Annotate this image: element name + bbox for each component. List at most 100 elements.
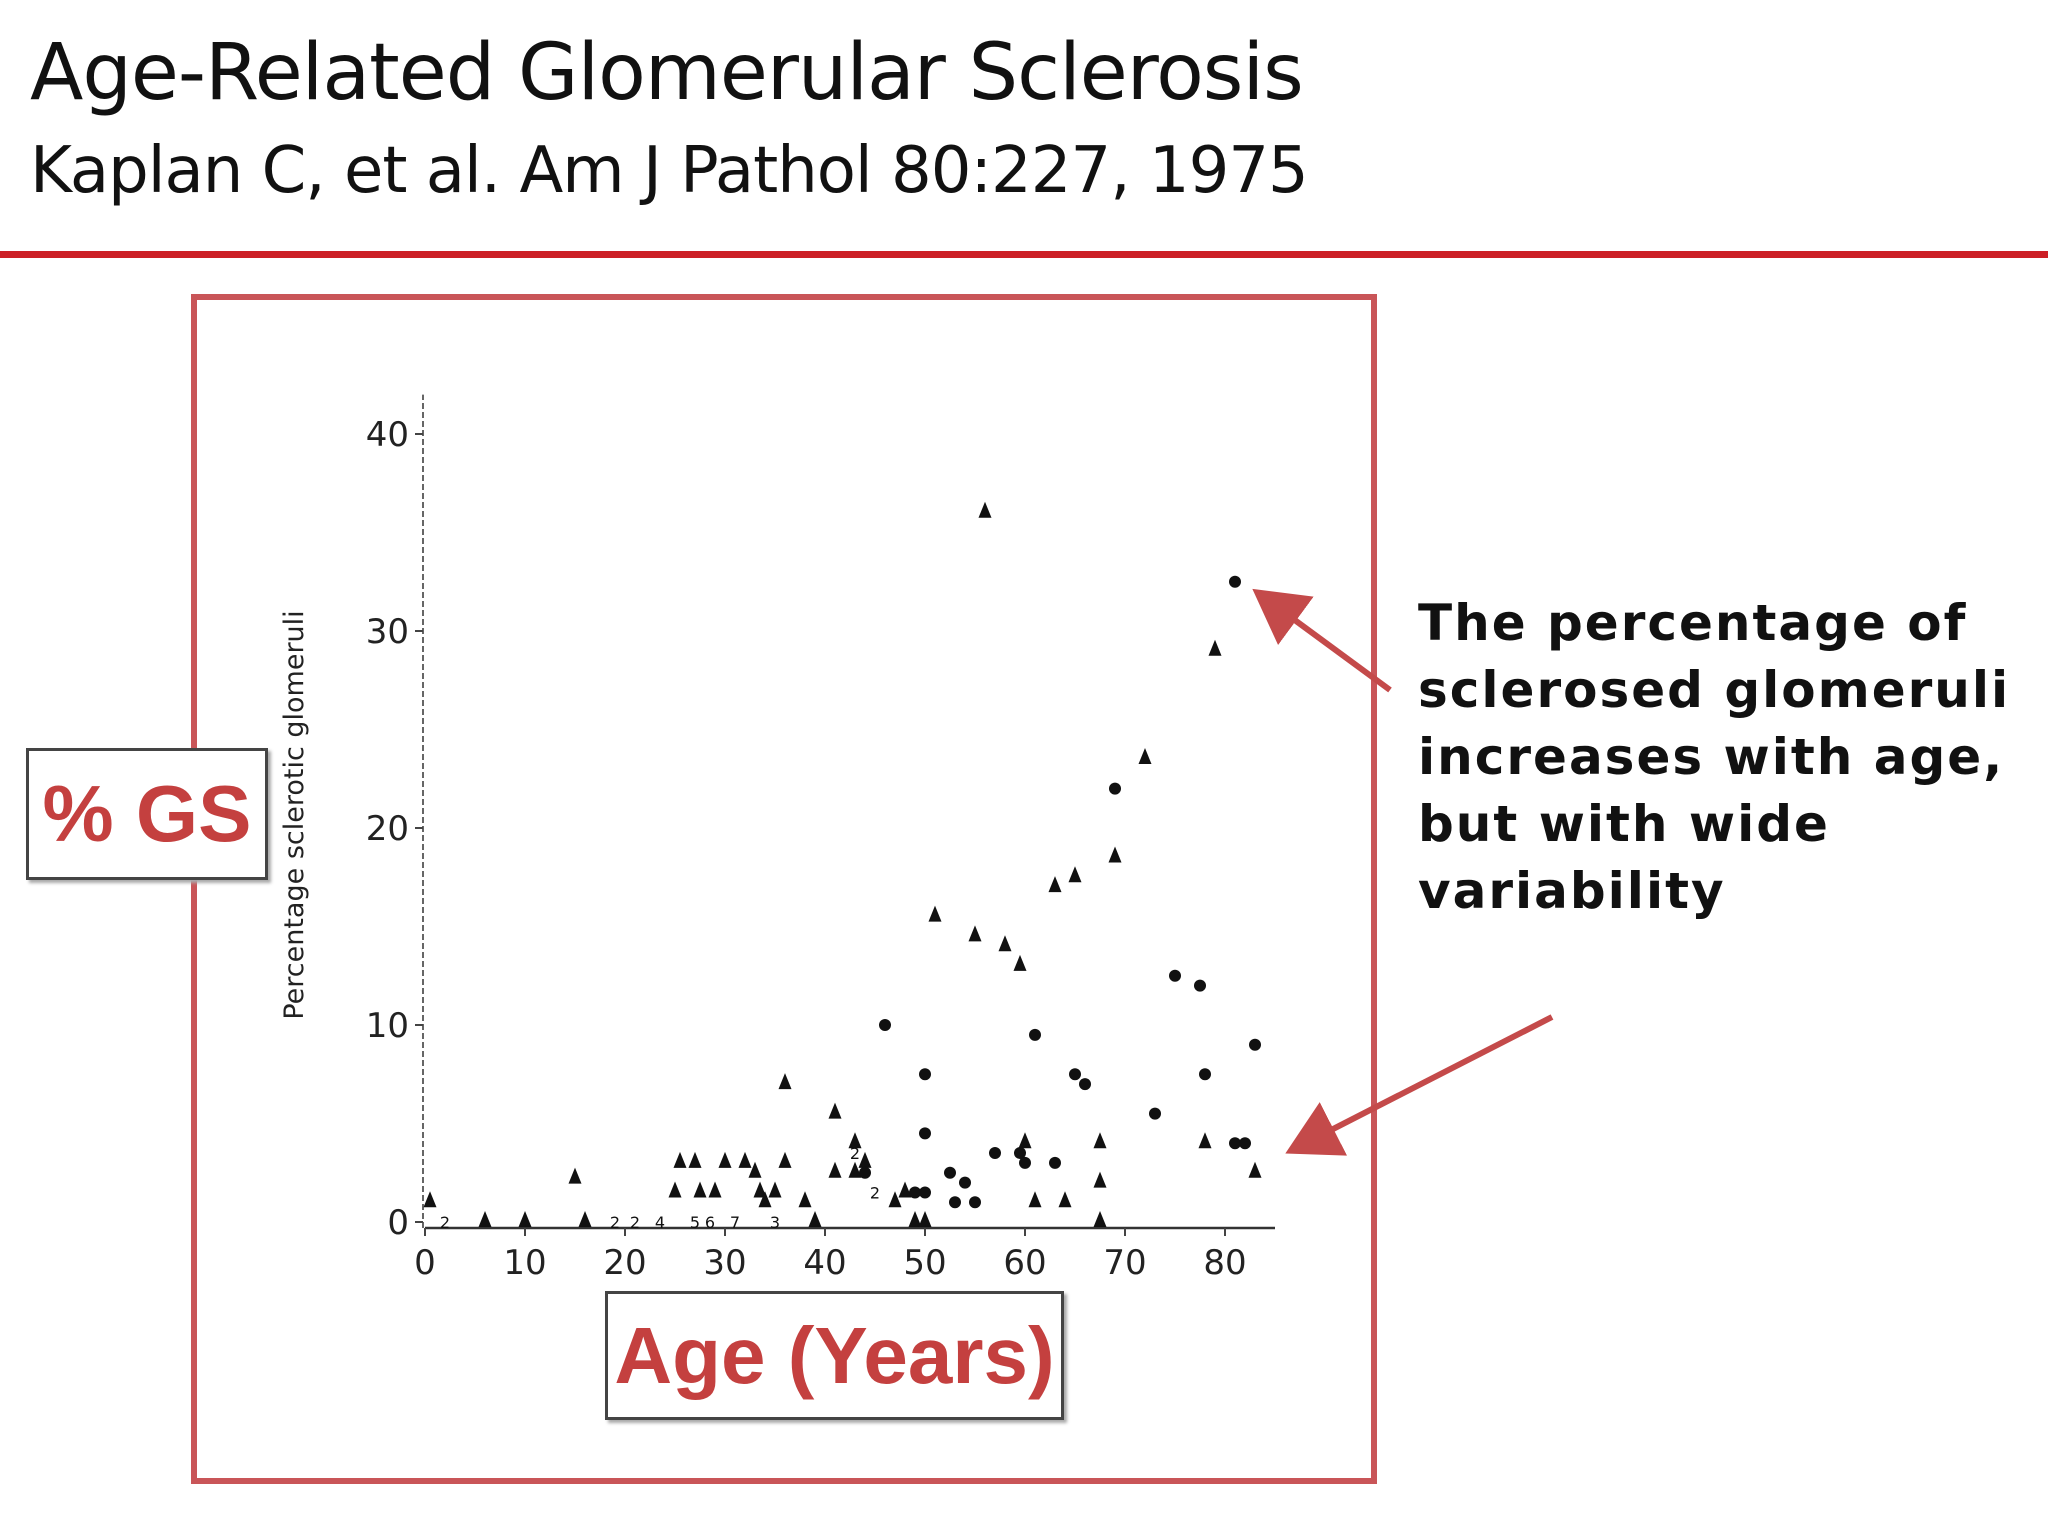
circle-point (1049, 1156, 1061, 1169)
x-tick-label: 10 (503, 1243, 546, 1283)
y-tick-label: 40 (366, 415, 409, 455)
circle-point (1149, 1107, 1161, 1120)
count-label-point: 4 (655, 1213, 665, 1232)
y-tick-label: 10 (366, 1006, 409, 1046)
gs-axis-callout: % GS (26, 748, 268, 880)
x-tick-label: 80 (1203, 1243, 1246, 1283)
triangle-point (753, 1181, 767, 1198)
age-axis-callout: Age (Years) (605, 1291, 1064, 1420)
triangle-point (778, 1151, 792, 1168)
triangle-point (858, 1151, 872, 1168)
circle-point (919, 1127, 931, 1140)
annotation-line: The percentage of (1418, 594, 1968, 652)
triangle-point (898, 1181, 912, 1198)
count-label-point: 2 (440, 1213, 450, 1232)
count-label-point: 7 (730, 1213, 740, 1232)
circle-point (919, 1068, 931, 1081)
circle-point (1014, 1147, 1026, 1160)
triangle-point (1093, 1211, 1107, 1227)
x-tick-label: 60 (1003, 1243, 1046, 1283)
triangle-point (748, 1161, 762, 1178)
count-label-point: 2 (630, 1213, 640, 1232)
x-tick-label: 0 (414, 1243, 436, 1283)
triangle-point (828, 1161, 842, 1178)
triangle-point (1138, 748, 1152, 765)
triangle-point (568, 1167, 582, 1184)
triangle-point (708, 1181, 722, 1198)
annotation-line: but with wide (1418, 795, 1830, 853)
triangle-point (668, 1181, 682, 1198)
x-tick-label: 70 (1103, 1243, 1146, 1283)
circle-point (944, 1166, 956, 1179)
triangle-point (478, 1211, 492, 1227)
x-tick-label: 30 (703, 1243, 746, 1283)
count-label-point: 6 (705, 1213, 715, 1232)
circle-point (1169, 969, 1181, 982)
x-tick-label: 50 (903, 1243, 946, 1283)
circle-point (1194, 979, 1206, 992)
triangle-point (798, 1191, 812, 1208)
count-label-point: 3 (770, 1213, 780, 1232)
circle-point (1029, 1028, 1041, 1041)
circle-point (1229, 575, 1241, 588)
triangle-point (968, 925, 982, 942)
y-axis-label: Percentage sclerotic glomeruli (279, 610, 310, 1019)
circle-point (989, 1147, 1001, 1160)
y-tick-label: 0 (387, 1203, 409, 1243)
triangle-point (578, 1211, 592, 1227)
circle-point (969, 1196, 981, 1209)
x-tick-label: 40 (803, 1243, 846, 1283)
triangle-point (908, 1211, 922, 1227)
triangle-point (423, 1191, 437, 1208)
triangle-point (978, 501, 992, 518)
triangle-point (848, 1161, 862, 1178)
triangle-point (1198, 1132, 1212, 1149)
circle-point (1239, 1137, 1251, 1150)
circle-point (909, 1186, 921, 1199)
triangle-point (518, 1211, 532, 1227)
circle-point (1069, 1068, 1081, 1081)
slide-title: Age-Related Glomerular Sclerosis (30, 28, 1304, 118)
annotation-text: The percentage of sclerosed glomeruli in… (1418, 590, 2018, 925)
count-label-point: 5 (690, 1213, 700, 1232)
triangle-point (808, 1211, 822, 1227)
annotation-line: sclerosed glomeruli (1418, 661, 2011, 719)
triangle-point (693, 1181, 707, 1198)
circle-point (1199, 1068, 1211, 1081)
triangle-point (848, 1132, 862, 1149)
triangle-point (1028, 1191, 1042, 1208)
triangle-point (1093, 1171, 1107, 1188)
triangle-point (688, 1151, 702, 1168)
count-label-point: 2 (610, 1213, 620, 1232)
circle-point (1019, 1156, 1031, 1169)
y-tick-label: 30 (366, 612, 409, 652)
chart-frame (191, 294, 1377, 1484)
triangle-point (1248, 1161, 1262, 1178)
triangle-point (1108, 846, 1122, 863)
circle-point (919, 1186, 931, 1199)
arrow-to-low-points (1285, 1014, 1554, 1156)
triangle-point (1208, 639, 1222, 656)
circle-point (859, 1166, 871, 1179)
triangle-point (1048, 876, 1062, 893)
triangle-point (1013, 954, 1027, 971)
slide-subtitle: Kaplan C, et al. Am J Pathol 80:227, 197… (30, 134, 1309, 208)
triangle-point (758, 1191, 772, 1208)
circle-point (879, 1019, 891, 1031)
triangle-point (1018, 1132, 1032, 1149)
x-tick-label: 20 (603, 1243, 646, 1283)
triangle-point (998, 935, 1012, 952)
count-label-point: 2 (870, 1183, 880, 1202)
circle-point (1079, 1078, 1091, 1091)
y-tick-label: 20 (366, 809, 409, 849)
triangle-point (778, 1073, 792, 1090)
triangle-point (888, 1191, 902, 1208)
triangle-point (718, 1151, 732, 1168)
triangle-point (1093, 1132, 1107, 1149)
circle-point (1229, 1137, 1241, 1150)
circle-point (1249, 1038, 1261, 1051)
triangle-point (738, 1151, 752, 1168)
triangle-point (928, 905, 942, 922)
triangle-point (828, 1102, 842, 1119)
